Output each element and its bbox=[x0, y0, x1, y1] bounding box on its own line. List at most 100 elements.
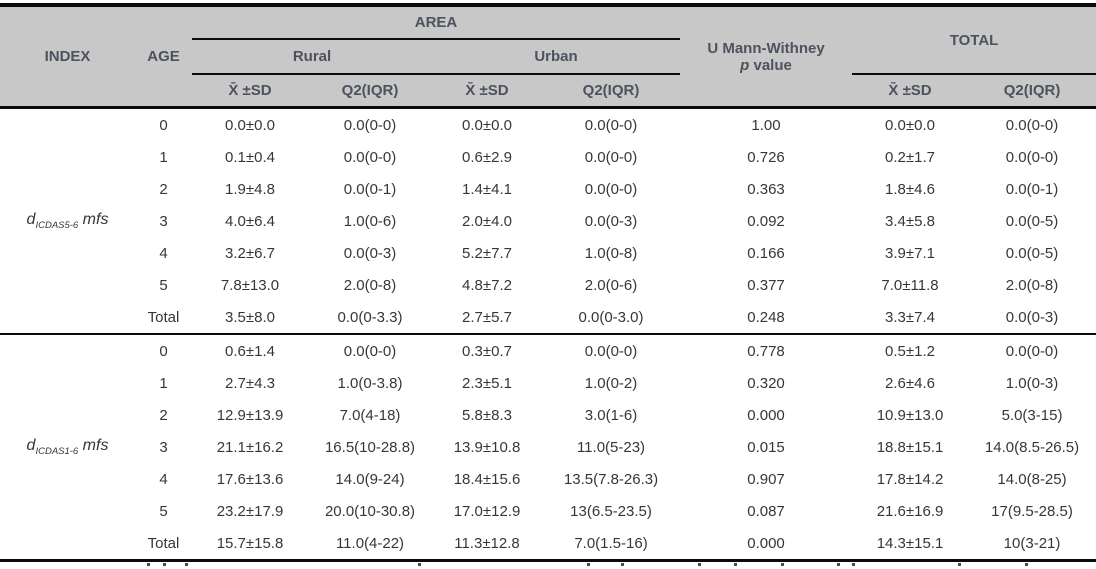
cell-total_xsd: 0.2±1.7 bbox=[852, 141, 969, 173]
index-label: dICDAS5-6 mfs bbox=[0, 107, 135, 334]
table-row: 5 7.8±13.0 2.0(0-8) 4.8±7.2 2.0(0-6) 0.377 7.0… bbox=[0, 269, 1096, 301]
cell-rural_q2: 2.0(0-8) bbox=[308, 269, 432, 301]
cell-age: 0 bbox=[135, 107, 192, 141]
table-row: 4 3.2±6.7 0.0(0-3) 5.2±7.7 1.0(0-8) 0.166 3.9±… bbox=[0, 237, 1096, 269]
table-row: Total 15.7±15.8 11.0(4-22) 11.3±12.8 7.0(1.5… bbox=[0, 527, 1096, 561]
cell-total_q2: 0.0(0-0) bbox=[968, 107, 1096, 141]
cell-total_xsd: 14.3±15.1 bbox=[852, 527, 969, 561]
cell-urban_xsd: 0.6±2.9 bbox=[432, 141, 542, 173]
cell-age: 2 bbox=[135, 399, 192, 431]
cell-total_xsd: 10.9±13.0 bbox=[852, 399, 969, 431]
cell-age: Total bbox=[135, 301, 192, 334]
cell-total_q2: 0.0(0-5) bbox=[968, 237, 1096, 269]
cell-rural_q2: 11.0(4-22) bbox=[308, 527, 432, 561]
cell-total_q2: 17(9.5-28.5) bbox=[968, 495, 1096, 527]
cell-urban_xsd: 0.0±0.0 bbox=[432, 107, 542, 141]
cell-urban_xsd: 0.3±0.7 bbox=[432, 333, 542, 367]
cell-rural_xsd: 17.6±13.6 bbox=[192, 463, 308, 495]
cell-total_q2: 1.0(0-3) bbox=[968, 367, 1096, 399]
cell-p_value: 0.363 bbox=[680, 173, 853, 205]
table-row: dICDAS5-6 mfs 0 0.0±0.0 0.0(0-0) 0.0±0.0 0.0(… bbox=[0, 107, 1096, 334]
cell-age: 1 bbox=[135, 367, 192, 399]
cell-age: 5 bbox=[135, 269, 192, 301]
cell-age: 4 bbox=[135, 463, 192, 495]
cell-total_xsd: 0.0±0.0 bbox=[852, 107, 969, 141]
table-row: 2 12.9±13.9 7.0(4-18) 5.8±8.3 3.0(1-6) 0.000 1… bbox=[0, 399, 1096, 431]
header-age: AGE bbox=[135, 5, 192, 109]
header-urban-xsd: X̄ ±SD bbox=[432, 74, 542, 109]
cell-rural_xsd: 1.9±4.8 bbox=[192, 173, 308, 205]
group-icdas1-6: dICDAS1-6 mfs 0 0.6±1.4 0.0(0-0) 0.3±0.7 0.0(… bbox=[0, 333, 1096, 561]
table-row: Total 3.5±8.0 0.0(0-3.3) 2.7±5.7 0.0(0-3.0) 0… bbox=[0, 301, 1096, 334]
cell-urban_q2: 0.0(0-3.0) bbox=[542, 301, 681, 334]
header-total: TOTAL bbox=[852, 5, 1096, 75]
cell-urban_q2: 0.0(0-0) bbox=[542, 173, 681, 205]
cell-total_q2: 0.0(0-0) bbox=[968, 333, 1096, 367]
cell-urban_q2: 1.0(0-2) bbox=[542, 367, 681, 399]
cell-rural_q2: 0.0(0-3) bbox=[308, 237, 432, 269]
table-row: 3 4.0±6.4 1.0(0-6) 2.0±4.0 0.0(0-3) 0.092 3.4±… bbox=[0, 205, 1096, 237]
cell-p_value: 0.377 bbox=[680, 269, 853, 301]
cell-urban_xsd: 13.9±10.8 bbox=[432, 431, 542, 463]
cell-p_value: 0.087 bbox=[680, 495, 853, 527]
cell-rural_xsd: 4.0±6.4 bbox=[192, 205, 308, 237]
results-table: INDEX AGE AREA U Mann-Withney p value TO… bbox=[0, 3, 1096, 562]
cell-rural_xsd: 15.7±15.8 bbox=[192, 527, 308, 561]
cell-urban_q2: 13.5(7.8-26.3) bbox=[542, 463, 681, 495]
table-row: 2 1.9±4.8 0.0(0-1) 1.4±4.1 0.0(0-0) 0.363 1.8±… bbox=[0, 173, 1096, 205]
header-index: INDEX bbox=[0, 5, 135, 109]
p-symbol: p bbox=[740, 56, 750, 74]
cell-rural_q2: 1.0(0-3.8) bbox=[308, 367, 432, 399]
cell-p_value: 0.166 bbox=[680, 237, 853, 269]
cell-age: 0 bbox=[135, 333, 192, 367]
cell-rural_xsd: 0.0±0.0 bbox=[192, 107, 308, 141]
cell-rural_xsd: 0.6±1.4 bbox=[192, 333, 308, 367]
cell-rural_q2: 0.0(0-0) bbox=[308, 107, 432, 141]
caption-letter-tips bbox=[147, 563, 150, 566]
cell-total_xsd: 2.6±4.6 bbox=[852, 367, 969, 399]
value-word: value bbox=[753, 56, 792, 74]
cell-p_value: 0.015 bbox=[680, 431, 853, 463]
cell-age: 2 bbox=[135, 173, 192, 205]
cell-rural_xsd: 0.1±0.4 bbox=[192, 141, 308, 173]
cell-urban_xsd: 1.4±4.1 bbox=[432, 173, 542, 205]
cell-p_value: 0.320 bbox=[680, 367, 853, 399]
cell-age: 3 bbox=[135, 431, 192, 463]
cell-urban_q2: 0.0(0-0) bbox=[542, 333, 681, 367]
header-urban-q2: Q2(IQR) bbox=[542, 74, 681, 109]
header-rural-xsd: X̄ ±SD bbox=[192, 74, 308, 109]
cell-total_xsd: 3.9±7.1 bbox=[852, 237, 969, 269]
table-row: 1 2.7±4.3 1.0(0-3.8) 2.3±5.1 1.0(0-2) 0.320 2.… bbox=[0, 367, 1096, 399]
mann-whitney-line1: U Mann-Withney bbox=[707, 39, 825, 57]
cell-urban_xsd: 11.3±12.8 bbox=[432, 527, 542, 561]
cell-urban_xsd: 17.0±12.9 bbox=[432, 495, 542, 527]
table-row: 5 23.2±17.9 20.0(10-30.8) 17.0±12.9 13(6.5-2… bbox=[0, 495, 1096, 527]
cell-total_q2: 0.0(0-5) bbox=[968, 205, 1096, 237]
cell-urban_xsd: 5.2±7.7 bbox=[432, 237, 542, 269]
cell-p_value: 0.000 bbox=[680, 399, 853, 431]
cell-p_value: 1.00 bbox=[680, 107, 853, 141]
cell-urban_q2: 0.0(0-0) bbox=[542, 141, 681, 173]
cell-urban_xsd: 5.8±8.3 bbox=[432, 399, 542, 431]
cell-total_q2: 14.0(8.5-26.5) bbox=[968, 431, 1096, 463]
cell-urban_xsd: 4.8±7.2 bbox=[432, 269, 542, 301]
cell-urban_q2: 3.0(1-6) bbox=[542, 399, 681, 431]
cell-urban_q2: 7.0(1.5-16) bbox=[542, 527, 681, 561]
cell-rural_q2: 0.0(0-0) bbox=[308, 141, 432, 173]
cell-total_q2: 0.0(0-0) bbox=[968, 141, 1096, 173]
mann-whitney-line2: p value bbox=[680, 57, 852, 74]
cell-rural_xsd: 23.2±17.9 bbox=[192, 495, 308, 527]
cell-p_value: 0.778 bbox=[680, 333, 853, 367]
cell-total_q2: 2.0(0-8) bbox=[968, 269, 1096, 301]
cell-urban_q2: 11.0(5-23) bbox=[542, 431, 681, 463]
cell-rural_q2: 7.0(4-18) bbox=[308, 399, 432, 431]
header-rural-q2: Q2(IQR) bbox=[308, 74, 432, 109]
cell-urban_q2: 13(6.5-23.5) bbox=[542, 495, 681, 527]
cell-total_xsd: 21.6±16.9 bbox=[852, 495, 969, 527]
table-row: dICDAS1-6 mfs 0 0.6±1.4 0.0(0-0) 0.3±0.7 0.0(… bbox=[0, 333, 1096, 561]
cell-rural_xsd: 7.8±13.0 bbox=[192, 269, 308, 301]
cell-rural_xsd: 2.7±4.3 bbox=[192, 367, 308, 399]
cell-p_value: 0.726 bbox=[680, 141, 853, 173]
cell-age: Total bbox=[135, 527, 192, 561]
cell-total_xsd: 3.3±7.4 bbox=[852, 301, 969, 334]
